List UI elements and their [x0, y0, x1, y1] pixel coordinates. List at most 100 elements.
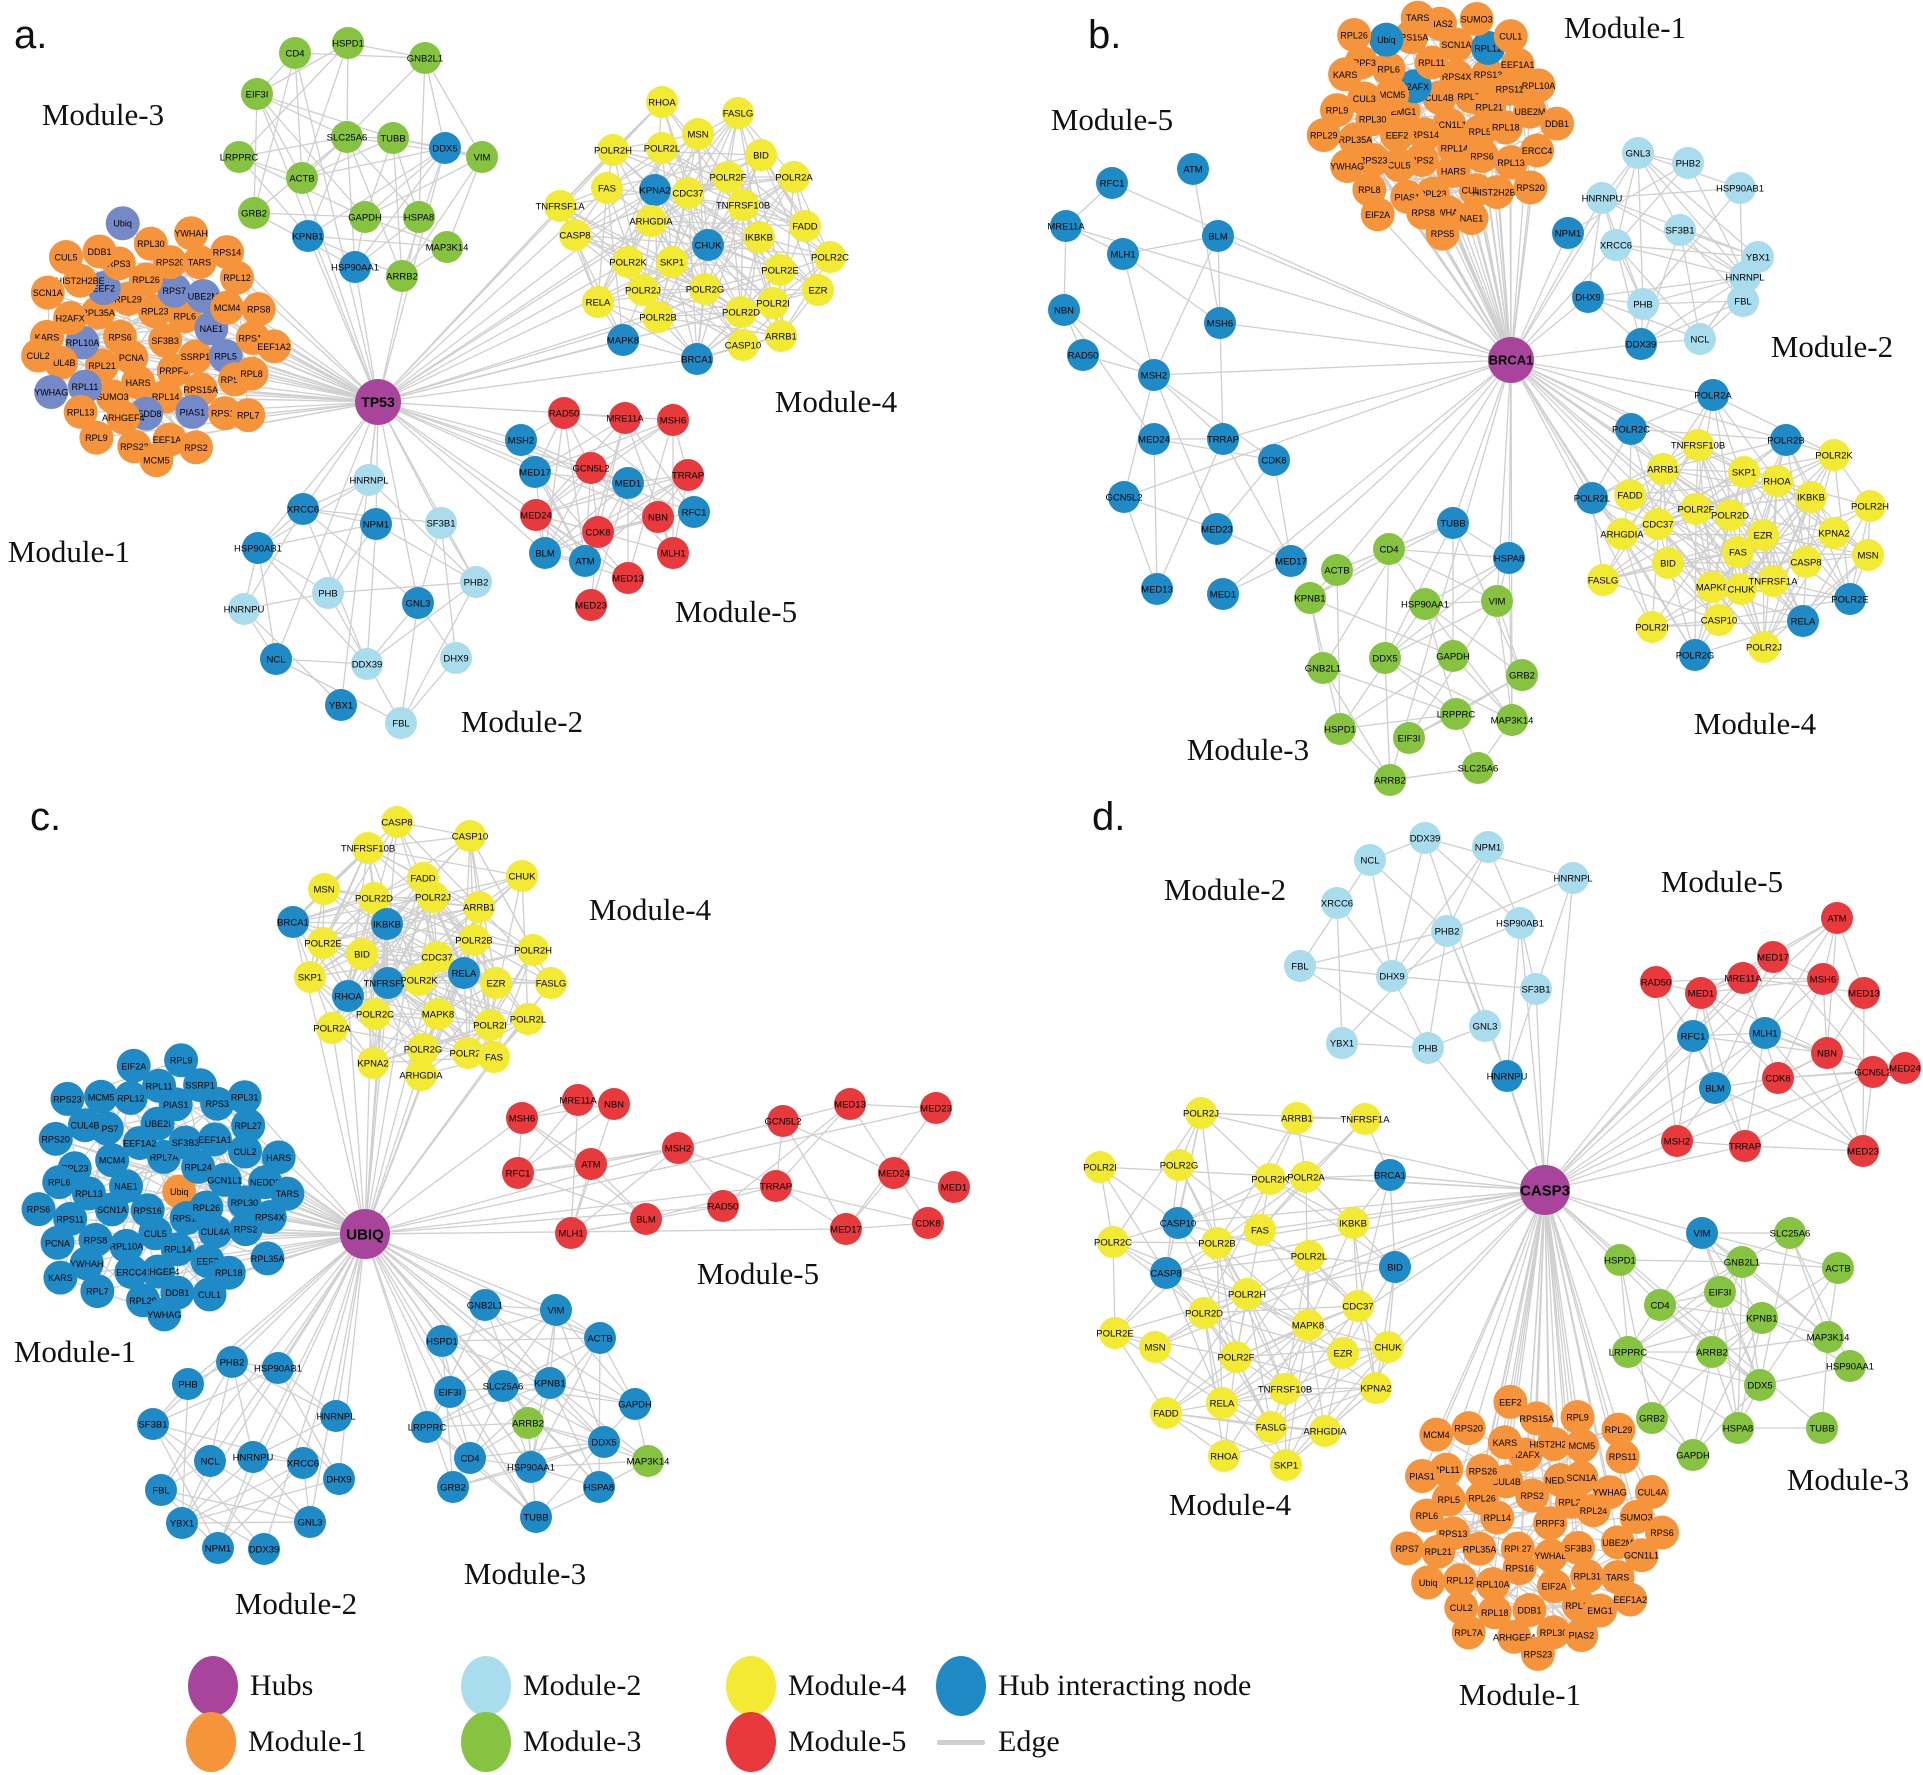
network-node: CHUK	[1725, 573, 1757, 605]
module-node-circle	[1281, 1102, 1313, 1134]
network-node: GCN5L2	[1106, 481, 1142, 513]
hub-interacting-node-circle	[1491, 1060, 1523, 1092]
module-node-circle	[139, 443, 174, 478]
network-node: CDC37	[1642, 508, 1674, 540]
edge	[364, 1233, 600, 1488]
edge	[1777, 978, 1824, 1079]
edge	[574, 234, 709, 246]
legend-label: Module-2	[523, 1669, 642, 1702]
network-node: BRCA1	[277, 906, 309, 938]
node-label: RPL23	[61, 1164, 89, 1174]
node-label: RPL24	[1580, 1506, 1608, 1516]
module-node-circle	[1642, 508, 1674, 540]
edge	[1621, 533, 1653, 628]
node-label: NEDD8	[1545, 1476, 1576, 1486]
module-node-circle	[802, 274, 834, 306]
network-node: EEF1A2	[1613, 1582, 1648, 1617]
module-node-circle	[252, 1200, 287, 1235]
node-layer: GCN1L1RPS14CUL4BRPL14EMG1RPL7ARPS2H2AFXR…	[1047, 0, 1889, 796]
node-label: PCNA	[45, 1238, 70, 1248]
edge	[1657, 523, 1774, 582]
module-node-circle	[1480, 175, 1515, 210]
module-node-circle	[559, 219, 591, 251]
module-node-circle	[1141, 573, 1173, 605]
network-node: CASP8	[381, 806, 413, 838]
module-node-circle	[1728, 456, 1760, 488]
network-node: EEF1A1	[197, 1122, 232, 1157]
network-node: BLM	[529, 537, 561, 569]
edge	[696, 204, 744, 360]
module-node-circle	[1412, 1032, 1444, 1064]
edge	[301, 177, 379, 403]
node-label: CUL5	[144, 1229, 167, 1239]
node-label: RPL7A	[150, 1152, 179, 1162]
network-node: VIM	[1481, 585, 1513, 617]
node-label: PIAS2	[1427, 19, 1453, 29]
edge	[1165, 1112, 1202, 1274]
module-node-circle	[234, 356, 269, 391]
module-node-circle	[1050, 210, 1082, 242]
network-node: RHOA	[646, 86, 678, 118]
node-label: RPL12	[1474, 43, 1502, 53]
edge	[1692, 956, 1774, 1037]
node-label: POLR2A	[775, 173, 813, 184]
node-label: RPL29	[114, 294, 142, 304]
module-node-circle	[757, 287, 789, 319]
node-label: POLR2I	[1635, 623, 1669, 634]
node-label: RPL24	[184, 1162, 212, 1172]
network-node: MAP3K14	[627, 1445, 669, 1477]
node-label: EMG1	[1391, 107, 1417, 117]
network-node: RPL29	[1306, 118, 1341, 153]
module-node-circle	[1419, 1417, 1454, 1452]
node-label: HSP90AA1	[1826, 1362, 1874, 1373]
edge	[517, 1103, 615, 1174]
node-label: CUL2	[234, 1147, 257, 1157]
edge	[1587, 276, 1746, 298]
node-label: CASP8	[559, 231, 590, 242]
module-node-circle	[1309, 1415, 1341, 1447]
node-label: POLR2J	[625, 286, 661, 297]
module-node-circle	[1727, 962, 1759, 994]
module-node-circle	[192, 1277, 227, 1312]
module-node-circle	[1138, 423, 1170, 455]
legend-item-module3: Module-3	[461, 1712, 641, 1772]
module-node-circle	[1407, 117, 1442, 152]
module-node-circle	[223, 141, 255, 173]
network-node: FAS	[1244, 1214, 1276, 1246]
network-node: EIF3I	[241, 78, 273, 110]
edge	[502, 1337, 601, 1387]
node-label: CUL4B	[1425, 93, 1454, 103]
module-node-circle	[1564, 1460, 1599, 1495]
edge	[707, 244, 782, 337]
edge	[1369, 859, 1448, 932]
edge	[612, 149, 729, 178]
network-node: SCN1A	[30, 275, 65, 310]
hub-interacting-node-circle	[1369, 22, 1404, 57]
edge	[1544, 1189, 1743, 1263]
module-node-circle	[1099, 1317, 1131, 1349]
node-label: RPL11	[1418, 58, 1445, 68]
module-node-circle	[1328, 57, 1363, 92]
module-node-circle	[506, 860, 538, 892]
module-node-circle	[1337, 1207, 1369, 1239]
node-label: XRCC6	[287, 1459, 319, 1470]
network-node: ARRB1	[1647, 453, 1679, 485]
node-label: DDB1	[1517, 1606, 1541, 1616]
edge	[368, 479, 477, 583]
node-label: MED23	[1201, 525, 1233, 536]
network-node: MAPK8	[607, 324, 639, 356]
edge	[1687, 162, 1746, 278]
module-node-circle	[1409, 822, 1441, 854]
module-node-circle	[515, 1451, 547, 1483]
node-label: RPS3	[205, 1099, 229, 1109]
network-node: TUBB	[377, 122, 409, 154]
edge	[396, 821, 480, 908]
edge	[1629, 494, 1742, 590]
module-node-circle	[1354, 844, 1386, 876]
edge	[377, 216, 420, 403]
node-label: POLR2C	[1094, 1238, 1132, 1249]
network-node: ARRB1	[765, 320, 797, 352]
hub-interacting-node-circle	[607, 324, 639, 356]
network-node: POLR2L	[644, 132, 680, 164]
